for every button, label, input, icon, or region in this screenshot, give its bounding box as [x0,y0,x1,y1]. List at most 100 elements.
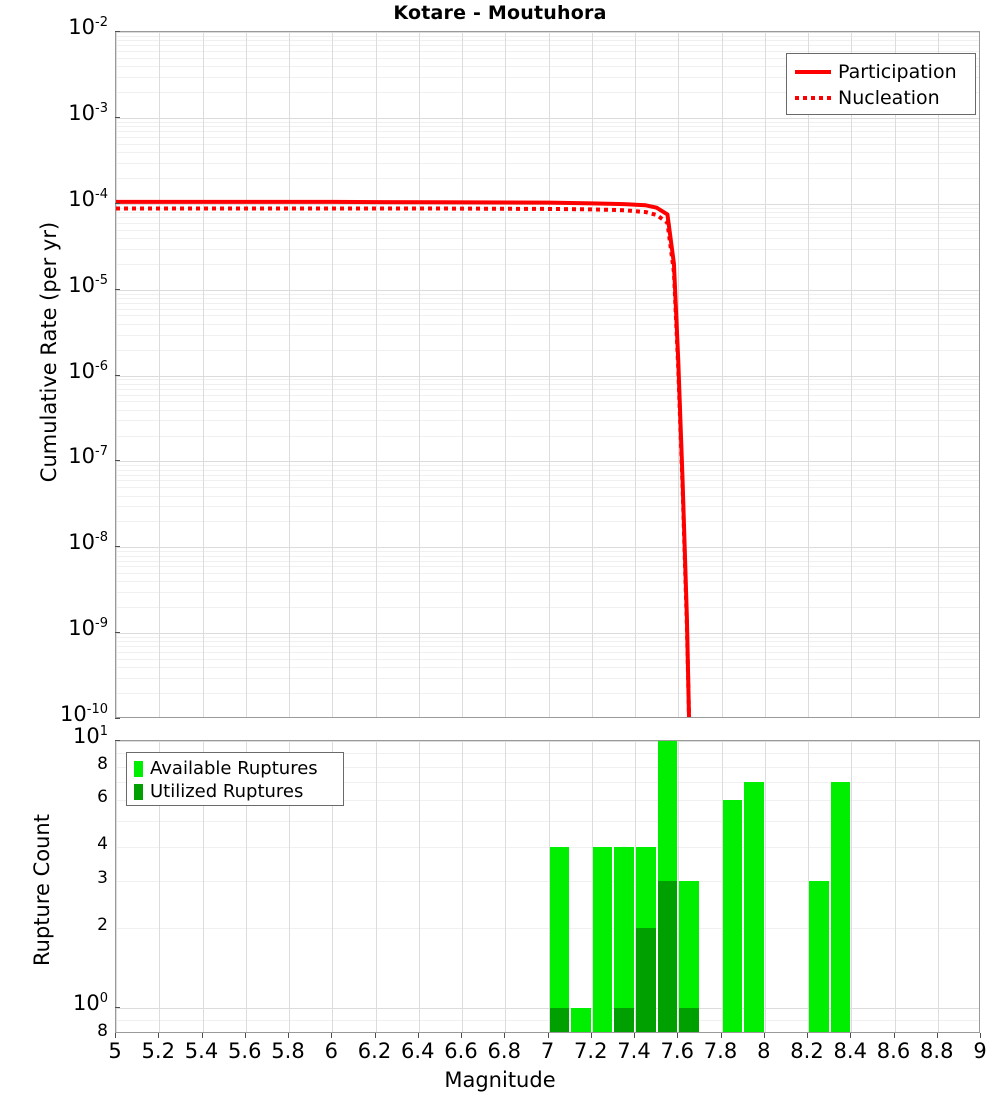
top-y-axis-title: Cumulative Rate (per yr) [37,221,61,483]
x-axis-title: Magnitude [444,1068,556,1092]
grid-line [591,741,593,1032]
grid-line-minor [116,420,979,422]
grid-line [635,741,636,1032]
bar-available [809,880,829,1032]
grid-line-minor [116,581,979,583]
grid-line-minor [116,229,979,231]
x-tick-label: 5.2 [141,1039,175,1063]
grid-line [202,32,204,717]
x-tick-label: 6.6 [444,1039,478,1063]
y-tick-label: 10-7 [68,444,108,469]
y-tick-label: 10-8 [68,530,108,555]
y-tick-label-minor: 4 [97,834,108,855]
bar-utilized [614,1008,634,1032]
legend-label-participation: Participation [838,61,957,83]
grid-line-minor [116,237,979,239]
grid-line [462,741,463,1032]
grid-line [548,741,550,1032]
bottom-y-axis-title: Rupture Count [30,814,54,966]
grid-line-minor [116,678,979,680]
grid-line [116,800,979,802]
grid-line-minor [116,551,979,553]
solid-line-swatch-icon [795,70,831,74]
grid-line [332,32,334,717]
y-tick-label-minor: 2 [97,914,108,935]
grid-line-minor [116,646,979,648]
y-tick-label: 10-3 [68,100,108,125]
grid-line [116,633,979,635]
grid-line-minor [116,480,979,482]
y-tick-label: 10-6 [68,358,108,383]
grid-line-minor [116,637,979,639]
grid-line [375,32,377,717]
x-tick-label: 7.2 [574,1039,608,1063]
x-tick [677,1033,679,1038]
grid-line-minor [116,349,979,351]
grid-line-minor [116,323,979,325]
bar-available [679,880,699,1032]
grid-line-minor [116,469,979,471]
x-tick-label: 7.6 [660,1039,694,1063]
y-tick-label: 100 [72,991,108,1016]
grid-line-minor [116,297,979,299]
x-tick-label: 8.4 [833,1039,867,1063]
grid-line-minor [116,51,979,53]
x-tick [417,1033,419,1038]
y-tick [115,632,120,634]
grid-line-minor [116,383,979,385]
grid-line-minor [116,693,979,695]
bar-available [830,782,851,1032]
grid-line [116,847,979,849]
grid-line [116,880,979,882]
grid-line [678,741,680,1032]
grid-line-minor [116,308,979,310]
grid-line-minor [116,212,979,214]
y-tick-label: 10-5 [68,272,108,297]
grid-line [548,32,550,717]
grid-line [851,741,853,1032]
page-title: Kotare - Moutuhora [393,2,607,24]
grid-line-minor [116,76,979,78]
grid-line [721,32,723,717]
x-tick-label: 5.4 [184,1039,219,1063]
grid-line-minor [116,162,979,164]
y-tick [115,202,120,204]
grid-line-minor [116,152,979,154]
y-tick [115,546,120,548]
y-tick [115,718,120,719]
grid-line [116,753,979,755]
grid-line-minor [116,667,979,669]
y-tick [115,460,120,462]
legend-item-utilized: Utilized Ruptures [134,780,336,803]
x-tick-label: 5.6 [228,1039,262,1063]
x-tick [504,1033,506,1038]
x-tick-label: 5.8 [271,1039,305,1063]
grid-line [116,782,979,784]
grid-line [116,741,979,742]
grid-line-minor [116,92,979,94]
x-tick [331,1033,333,1038]
x-tick-label: 7.8 [703,1039,738,1063]
grid-line-minor [116,592,979,594]
y-tick [115,288,120,290]
grid-line-minor [116,641,979,643]
x-tick [158,1033,160,1038]
grid-line-minor [116,555,979,557]
grid-line [116,821,979,823]
grid-line [808,32,809,717]
x-tick [374,1033,376,1038]
grid-line [116,766,979,768]
grid-line [159,741,161,1032]
grid-line [116,117,979,119]
grid-line-minor [116,45,979,47]
x-tick [115,1033,116,1038]
grid-line [851,32,853,717]
legend-item-participation: Participation [795,59,967,85]
grid-line [808,741,809,1032]
grid-line-minor [116,388,979,390]
grid-line [764,32,766,717]
y-tick-label: 10-10 [60,702,108,726]
grid-line [159,32,161,717]
grid-line [116,1008,979,1010]
grid-line-minor [116,521,979,523]
